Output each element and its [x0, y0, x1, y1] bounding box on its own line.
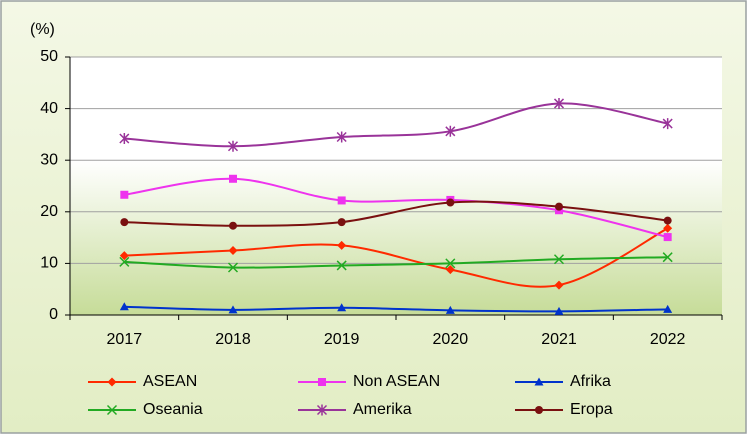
marker — [337, 196, 346, 205]
marker — [119, 251, 129, 261]
line — [124, 227, 669, 288]
y-tick-label: 0 — [49, 306, 58, 323]
marker — [318, 378, 326, 386]
marker — [227, 262, 239, 273]
y-axis-label: (%) — [30, 21, 55, 38]
legend-item: Non ASEAN — [298, 373, 440, 390]
legend-label: Non ASEAN — [353, 373, 440, 390]
marker — [553, 97, 565, 109]
marker — [229, 221, 237, 230]
marker — [107, 377, 117, 387]
line — [124, 102, 668, 148]
marker — [445, 265, 455, 275]
marker — [534, 377, 544, 386]
series — [119, 302, 673, 315]
marker — [337, 218, 346, 227]
marker — [445, 305, 455, 314]
marker — [554, 280, 564, 290]
marker — [445, 125, 456, 137]
y-tick-label: 40 — [40, 100, 58, 117]
x-tick-label: 2020 — [433, 331, 469, 348]
line — [124, 256, 668, 269]
legend-label: Eropa — [570, 401, 613, 418]
marker — [119, 302, 129, 311]
marker — [662, 252, 673, 263]
y-tick-label: 50 — [40, 48, 58, 65]
x-tick-label: 2022 — [650, 331, 686, 348]
marker — [120, 190, 129, 199]
marker — [662, 118, 673, 130]
marker — [229, 174, 237, 183]
marker — [227, 140, 239, 152]
x-tick-label: 2019 — [324, 331, 360, 348]
y-tick-label: 20 — [40, 203, 58, 220]
marker — [106, 404, 118, 416]
marker — [553, 254, 565, 265]
marker — [663, 216, 672, 225]
legend-item: ASEAN — [88, 373, 197, 390]
legend-item: Amerika — [298, 401, 412, 418]
marker — [554, 306, 564, 315]
marker — [337, 303, 347, 312]
legend-label: Afrika — [570, 373, 611, 390]
marker — [446, 198, 455, 207]
line — [124, 177, 668, 239]
marker — [337, 240, 347, 250]
legend-label: Oseania — [143, 401, 203, 418]
marker — [445, 258, 456, 269]
line — [124, 200, 668, 227]
legend-label: ASEAN — [143, 373, 197, 390]
legend-item: Afrika — [515, 373, 611, 390]
marker — [119, 256, 130, 267]
x-tick-label: 2017 — [107, 331, 143, 348]
y-tick-label: 10 — [40, 255, 58, 272]
marker — [316, 404, 328, 416]
series — [119, 252, 673, 273]
marker — [555, 202, 563, 211]
legend-item: Oseania — [88, 401, 203, 418]
marker — [663, 233, 672, 242]
plot-area — [70, 57, 722, 315]
marker — [336, 131, 347, 143]
series — [119, 97, 673, 152]
marker — [336, 260, 347, 271]
series — [120, 198, 672, 230]
x-tick-label: 2021 — [541, 331, 577, 348]
marker — [119, 133, 130, 145]
series — [119, 223, 673, 290]
y-tick-label: 30 — [40, 151, 58, 168]
x-tick-label: 2018 — [215, 331, 251, 348]
marker — [228, 305, 238, 314]
legend-label: Amerika — [353, 401, 412, 418]
line — [124, 305, 668, 313]
marker — [228, 246, 238, 255]
marker — [120, 218, 129, 227]
marker — [663, 304, 673, 313]
legend-item: Eropa — [515, 401, 613, 418]
marker — [535, 406, 543, 414]
marker — [663, 223, 673, 233]
